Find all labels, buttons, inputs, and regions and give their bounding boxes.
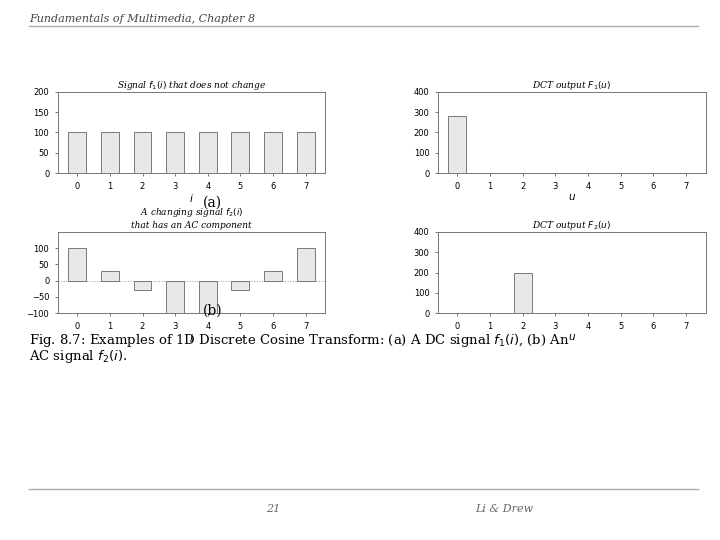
Bar [297, 132, 315, 173]
Text: AC signal $f_2(i)$.: AC signal $f_2(i)$. [29, 348, 127, 365]
Title: Signal $f_1(i)$ that does not change: Signal $f_1(i)$ that does not change [117, 79, 266, 92]
Bar [101, 271, 119, 281]
Text: (b): (b) [202, 303, 222, 318]
X-axis label: $u$: $u$ [567, 192, 576, 202]
Title: DCT output $F_1(u)$: DCT output $F_1(u)$ [532, 79, 611, 92]
Text: (a): (a) [203, 195, 222, 210]
Bar [166, 281, 184, 313]
Text: Fig. 8.7: Examples of 1D Discrete Cosine Transform: (a) A DC signal $f_1(i)$, (b: Fig. 8.7: Examples of 1D Discrete Cosine… [29, 332, 570, 349]
Title: A changing signal $f_2(i)$
that has an AC component: A changing signal $f_2(i)$ that has an A… [131, 206, 252, 230]
Bar [264, 132, 282, 173]
Bar [166, 132, 184, 173]
X-axis label: $i$: $i$ [189, 332, 194, 344]
Bar [232, 132, 249, 173]
Bar [232, 281, 249, 291]
Bar [297, 248, 315, 281]
Bar [449, 116, 467, 173]
Bar [133, 281, 151, 291]
Text: Fundamentals of Multimedia, Chapter 8: Fundamentals of Multimedia, Chapter 8 [29, 14, 255, 24]
Text: 21: 21 [266, 504, 281, 514]
Bar [68, 248, 86, 281]
Bar [101, 132, 119, 173]
Bar [514, 273, 531, 313]
Bar [264, 271, 282, 281]
Text: Li & Drew: Li & Drew [475, 504, 533, 514]
Bar [133, 132, 151, 173]
Bar [199, 132, 217, 173]
Bar [68, 132, 86, 173]
X-axis label: $i$: $i$ [189, 192, 194, 204]
Title: DCT output $F_2(u)$: DCT output $F_2(u)$ [532, 219, 611, 232]
X-axis label: $u$: $u$ [567, 332, 576, 342]
Bar [199, 281, 217, 313]
